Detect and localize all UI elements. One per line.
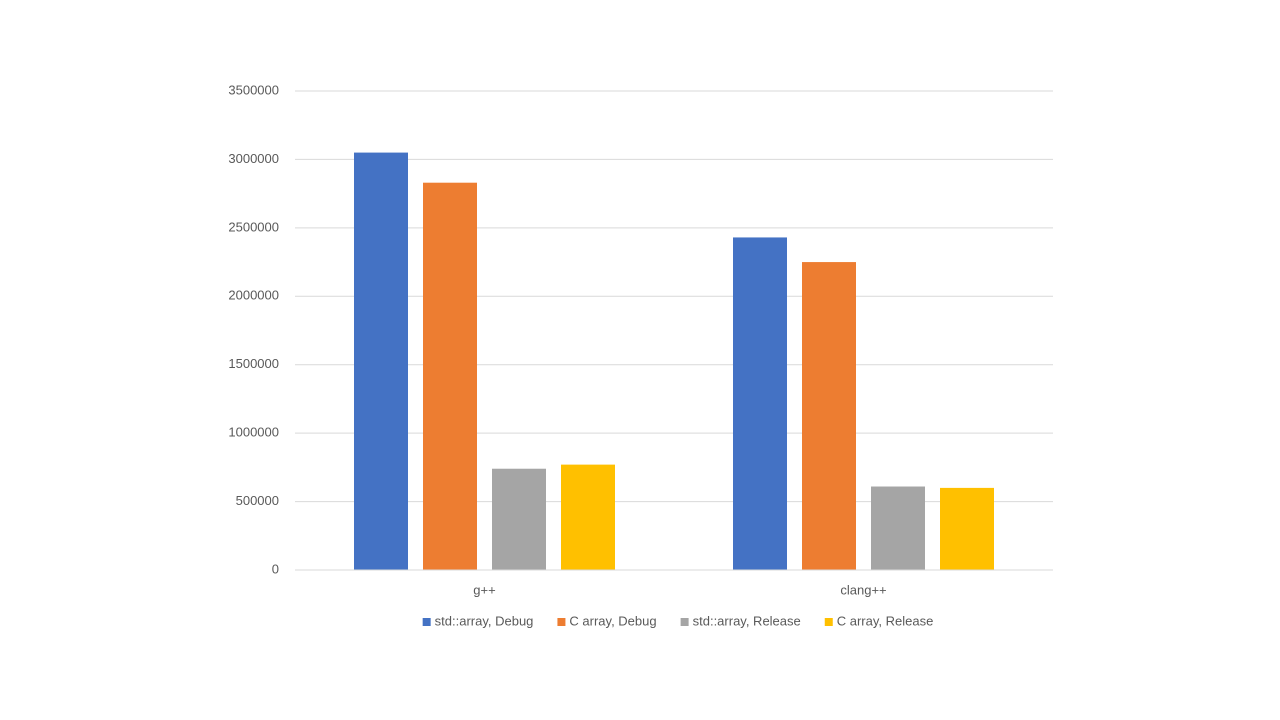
legend-swatch [824,618,833,626]
legend-label: C array, Debug [569,613,656,628]
y-tick-label: 3500000 [228,82,279,97]
bar [354,152,408,571]
y-tick-label: 1500000 [228,356,279,371]
bar [802,262,856,570]
y-tick-label: 0 [272,561,279,576]
y-tick-label: 500000 [236,493,279,508]
legend-swatch [557,618,566,626]
legend-swatch [422,618,431,626]
bar [940,487,994,570]
bar [492,468,546,570]
y-tick-label: 3000000 [228,151,279,166]
legend-label: C array, Release [837,613,934,628]
bar [733,237,787,571]
bar [423,182,477,571]
legend-swatch [680,618,689,626]
y-tick-label: 2000000 [228,288,279,303]
y-tick-label: 1000000 [228,425,279,440]
y-tick-label: 2500000 [228,219,279,234]
legend-label: std::array, Release [693,613,801,628]
bar [561,464,615,570]
bar [871,486,925,570]
x-tick-label: clang++ [840,582,886,597]
x-tick-label: g++ [473,582,495,597]
legend-label: std::array, Debug [435,613,534,628]
